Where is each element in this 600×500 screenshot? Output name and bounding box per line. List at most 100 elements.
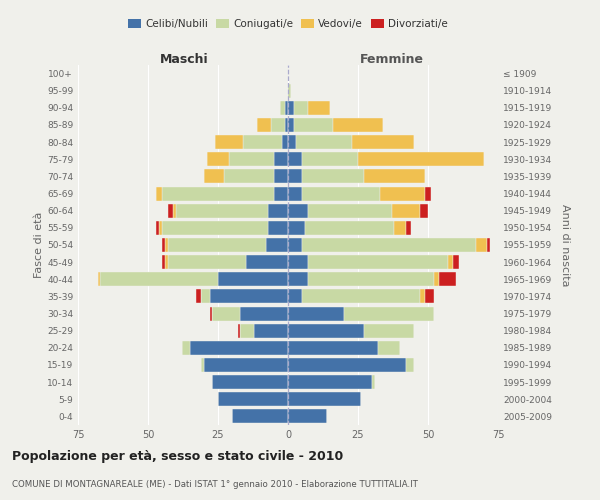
Bar bbox=[283, 135, 288, 149]
Bar bbox=[288, 238, 302, 252]
Text: Maschi: Maschi bbox=[160, 53, 209, 66]
Bar bbox=[167, 204, 173, 218]
Bar bbox=[439, 272, 456, 286]
Bar bbox=[302, 170, 364, 183]
Bar bbox=[434, 272, 439, 286]
Bar bbox=[288, 170, 302, 183]
Bar bbox=[173, 204, 176, 218]
Bar bbox=[176, 204, 268, 218]
Bar bbox=[246, 255, 288, 269]
Y-axis label: Anni di nascita: Anni di nascita bbox=[560, 204, 571, 286]
Bar bbox=[266, 238, 288, 252]
Bar bbox=[406, 358, 414, 372]
Bar bbox=[288, 392, 361, 406]
Bar bbox=[274, 152, 288, 166]
Bar bbox=[308, 272, 434, 286]
Bar bbox=[288, 306, 344, 320]
Bar bbox=[257, 118, 271, 132]
Bar bbox=[394, 221, 406, 235]
Bar bbox=[162, 221, 268, 235]
Bar bbox=[419, 204, 428, 218]
Bar bbox=[268, 204, 288, 218]
Bar bbox=[308, 255, 448, 269]
Bar bbox=[377, 341, 400, 355]
Bar bbox=[372, 375, 375, 389]
Bar bbox=[288, 204, 308, 218]
Bar bbox=[204, 358, 288, 372]
Bar bbox=[212, 375, 288, 389]
Bar bbox=[380, 186, 425, 200]
Bar bbox=[288, 152, 302, 166]
Bar bbox=[157, 186, 162, 200]
Bar bbox=[254, 324, 288, 338]
Bar bbox=[271, 118, 285, 132]
Bar bbox=[98, 272, 100, 286]
Bar bbox=[288, 341, 377, 355]
Text: COMUNE DI MONTAGNAREALE (ME) - Dati ISTAT 1° gennaio 2010 - Elaborazione TUTTITA: COMUNE DI MONTAGNAREALE (ME) - Dati ISTA… bbox=[12, 480, 418, 489]
Bar bbox=[288, 358, 406, 372]
Bar bbox=[100, 272, 218, 286]
Bar bbox=[333, 118, 383, 132]
Bar bbox=[207, 152, 229, 166]
Bar bbox=[167, 255, 246, 269]
Bar bbox=[243, 135, 283, 149]
Bar bbox=[215, 135, 243, 149]
Bar bbox=[165, 255, 167, 269]
Bar bbox=[157, 221, 159, 235]
Bar bbox=[201, 358, 204, 372]
Bar bbox=[201, 290, 209, 304]
Bar bbox=[268, 221, 288, 235]
Bar bbox=[302, 290, 419, 304]
Bar bbox=[364, 170, 425, 183]
Bar bbox=[288, 255, 308, 269]
Bar bbox=[162, 186, 274, 200]
Bar bbox=[476, 238, 487, 252]
Text: Popolazione per età, sesso e stato civile - 2010: Popolazione per età, sesso e stato civil… bbox=[12, 450, 343, 463]
Bar bbox=[288, 84, 291, 98]
Bar bbox=[296, 135, 352, 149]
Bar bbox=[285, 101, 288, 115]
Bar bbox=[190, 341, 288, 355]
Bar bbox=[288, 290, 302, 304]
Bar bbox=[308, 101, 330, 115]
Bar bbox=[358, 152, 484, 166]
Y-axis label: Fasce di età: Fasce di età bbox=[34, 212, 44, 278]
Bar bbox=[212, 306, 241, 320]
Bar bbox=[167, 238, 266, 252]
Bar bbox=[218, 272, 288, 286]
Bar bbox=[288, 101, 293, 115]
Bar bbox=[425, 186, 431, 200]
Bar bbox=[305, 221, 394, 235]
Bar bbox=[288, 186, 302, 200]
Bar bbox=[293, 101, 308, 115]
Bar bbox=[302, 238, 476, 252]
Bar bbox=[232, 410, 288, 424]
Bar bbox=[274, 186, 288, 200]
Bar bbox=[204, 170, 224, 183]
Bar bbox=[224, 170, 274, 183]
Text: Femmine: Femmine bbox=[359, 53, 424, 66]
Bar bbox=[302, 152, 358, 166]
Bar bbox=[344, 306, 434, 320]
Bar bbox=[425, 290, 434, 304]
Bar bbox=[159, 221, 162, 235]
Bar bbox=[229, 152, 274, 166]
Bar bbox=[448, 255, 453, 269]
Bar bbox=[392, 204, 419, 218]
Bar bbox=[352, 135, 414, 149]
Bar bbox=[288, 324, 364, 338]
Bar bbox=[165, 238, 167, 252]
Bar bbox=[241, 306, 288, 320]
Bar bbox=[308, 204, 392, 218]
Bar bbox=[238, 324, 241, 338]
Bar bbox=[419, 290, 425, 304]
Bar bbox=[364, 324, 414, 338]
Bar bbox=[293, 118, 333, 132]
Bar bbox=[241, 324, 254, 338]
Bar bbox=[453, 255, 459, 269]
Bar bbox=[196, 290, 201, 304]
Bar bbox=[218, 392, 288, 406]
Bar bbox=[288, 118, 293, 132]
Bar bbox=[182, 341, 190, 355]
Bar bbox=[487, 238, 490, 252]
